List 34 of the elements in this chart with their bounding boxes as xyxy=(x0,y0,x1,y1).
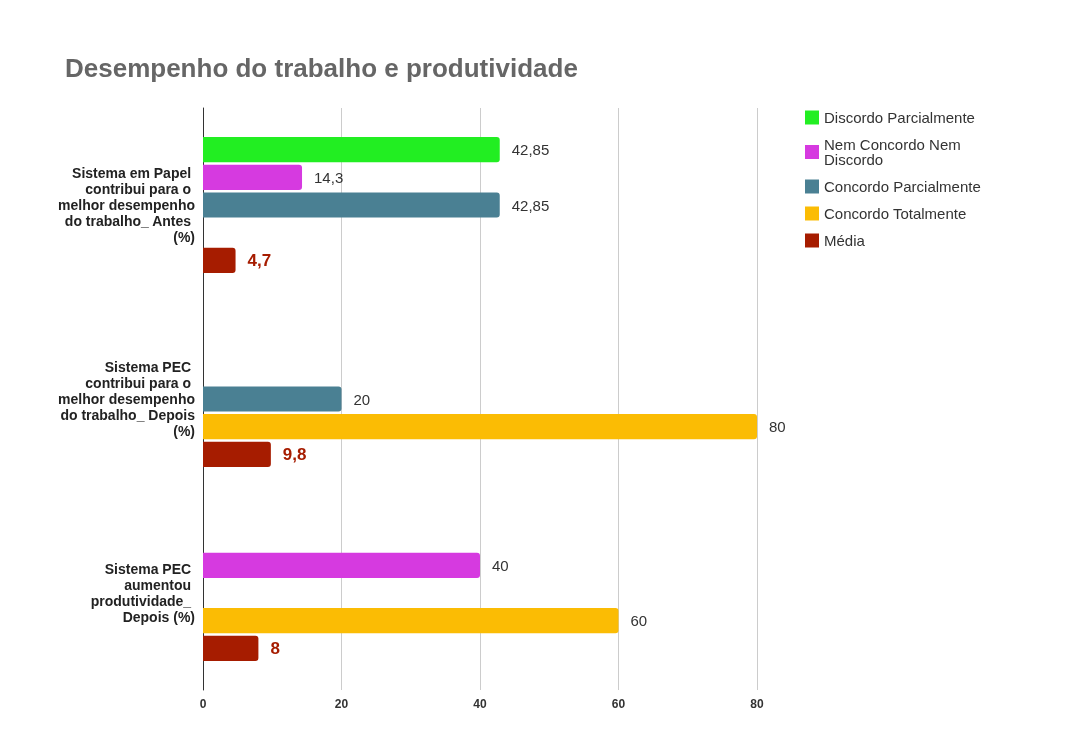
x-tick-label: 0 xyxy=(199,697,207,711)
x-tick-label: 80 xyxy=(750,697,764,711)
y-tick-label: Sistema PEC contribui para o melhor desempenho do trabalho_ Depois (%) xyxy=(56,359,196,439)
bar xyxy=(203,192,500,218)
bar xyxy=(203,137,500,163)
x-tick-label: 20 xyxy=(334,697,349,711)
data-label: 60 xyxy=(630,612,648,630)
data-label: 4,7 xyxy=(247,250,272,270)
data-label: 80 xyxy=(769,418,786,436)
y-tick-label: Sistema em Papel contribui para o melhor desempenho do trabalho_ Antes (%) xyxy=(58,165,195,245)
legend-label: Média xyxy=(824,232,866,249)
data-label: 8 xyxy=(270,638,280,658)
bar xyxy=(203,414,757,440)
x-tick-label: 60 xyxy=(611,697,626,711)
bar xyxy=(203,164,303,190)
data-label: 40 xyxy=(492,556,509,574)
x-tick-label: 40 xyxy=(473,697,487,711)
data-label: 20 xyxy=(353,390,371,408)
bar xyxy=(203,247,236,273)
data-label: 42,85 xyxy=(511,196,550,214)
data-label: 9,8 xyxy=(282,444,307,464)
legend-label: Concordo Parcialmente xyxy=(824,178,981,195)
y-tick-label: Sistema PEC aumentou produtividade_ Depois (%) xyxy=(90,561,195,625)
legend-label: Concordo Totalmente xyxy=(824,205,967,222)
data-label: 42,85 xyxy=(511,141,550,159)
bar xyxy=(203,386,342,412)
chart-title: Desempenho do trabalho e produtividade xyxy=(65,53,578,83)
legend-label: Discordo Parcialmente xyxy=(824,109,975,126)
bar xyxy=(203,635,259,661)
bar xyxy=(203,441,271,467)
data-label: 14,3 xyxy=(314,168,344,186)
bar xyxy=(203,608,619,634)
bar xyxy=(203,552,480,578)
legend-label: Nem Concordo Nem Discordo xyxy=(824,136,965,168)
